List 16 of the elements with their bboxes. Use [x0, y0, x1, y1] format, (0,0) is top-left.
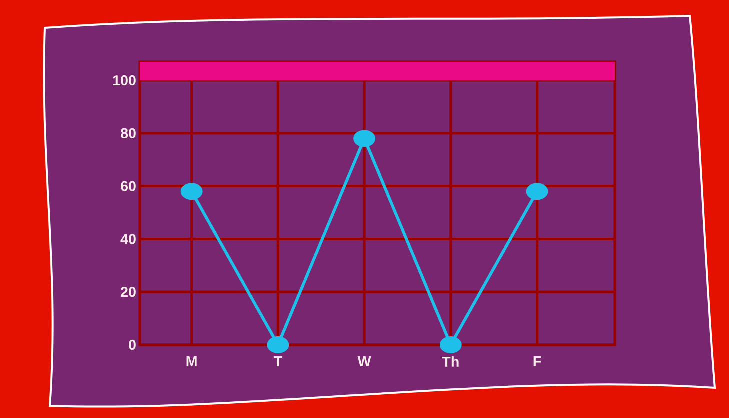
point	[354, 130, 376, 148]
point	[180, 183, 203, 200]
y-tick-label: 80	[120, 128, 136, 138]
y-tick-label: 40	[120, 234, 136, 244]
y-tick-label: 100	[113, 75, 136, 86]
point	[267, 336, 290, 354]
point	[526, 183, 548, 200]
x-tick-label: M	[186, 356, 197, 366]
point	[440, 336, 462, 354]
x-tick-label: W	[358, 356, 372, 366]
x-tick-label: F	[534, 356, 542, 366]
y-tick-label: 20	[121, 287, 136, 298]
x-tick-label: Th	[442, 356, 459, 367]
y-tick-label: 60	[121, 181, 136, 192]
y-tick-label: 0	[129, 340, 136, 350]
x-tick-label: T	[274, 356, 282, 366]
